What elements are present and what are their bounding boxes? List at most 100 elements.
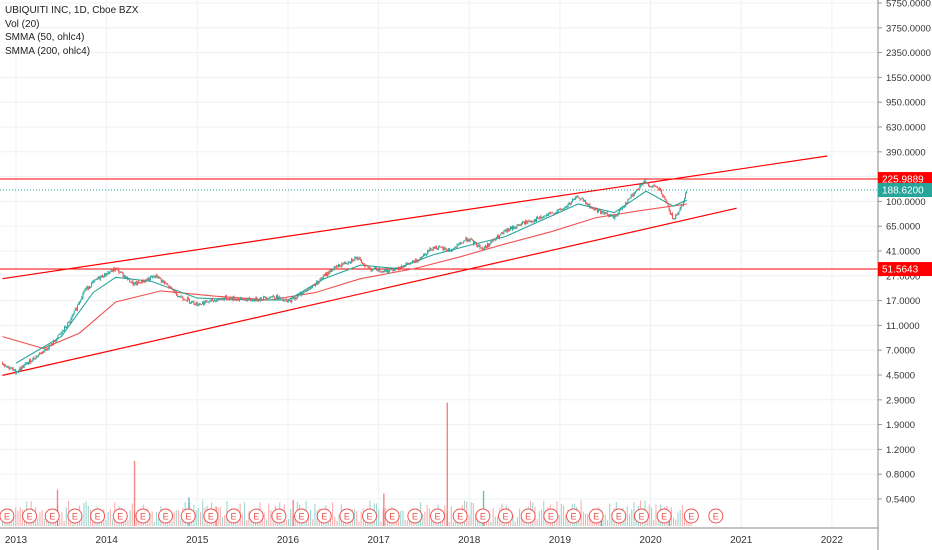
- earnings-marker[interactable]: E: [271, 508, 287, 524]
- trendlines[interactable]: [2, 155, 828, 376]
- earnings-marker[interactable]: E: [452, 508, 468, 524]
- legend-title[interactable]: UBIQUITI INC, 1D, Cboe BZX: [5, 5, 139, 16]
- candle-body: [495, 238, 497, 240]
- price-series: [1, 179, 688, 375]
- candle-body: [209, 300, 211, 302]
- legend-volume[interactable]: Vol (20): [5, 18, 40, 30]
- legend-smma-200[interactable]: SMMA (200, ohlc4): [5, 45, 91, 57]
- candle-body: [169, 286, 171, 288]
- earnings-marker[interactable]: E: [475, 508, 491, 524]
- candle-body: [292, 297, 294, 299]
- volume-bar: [497, 516, 499, 526]
- earnings-marker[interactable]: E: [498, 508, 514, 524]
- candle-body: [562, 208, 564, 210]
- price-axis-label: 17.0000: [886, 296, 920, 307]
- earnings-marker[interactable]: E: [708, 508, 724, 524]
- earnings-marker[interactable]: E: [180, 508, 196, 524]
- earnings-marker[interactable]: E: [633, 508, 649, 524]
- candle-body: [589, 204, 591, 209]
- volume-bar: [477, 518, 479, 526]
- earnings-marker[interactable]: E: [294, 508, 310, 524]
- candle-body: [14, 369, 16, 374]
- earnings-marker[interactable]: E: [430, 508, 446, 524]
- earnings-marker-label: E: [185, 512, 191, 522]
- candle-body: [547, 213, 549, 216]
- earnings-marker[interactable]: E: [362, 508, 378, 524]
- earnings-marker[interactable]: E: [112, 508, 128, 524]
- candle-body: [233, 297, 235, 300]
- candle-body: [619, 209, 621, 211]
- earnings-marker[interactable]: E: [67, 508, 83, 524]
- earnings-marker[interactable]: E: [135, 508, 151, 524]
- candle-body: [239, 298, 241, 300]
- earnings-marker[interactable]: E: [90, 508, 106, 524]
- candle-body: [686, 191, 688, 193]
- earnings-marker[interactable]: E: [248, 508, 264, 524]
- earnings-marker-label: E: [253, 512, 259, 522]
- candle-body: [666, 202, 668, 204]
- candle-body: [428, 250, 430, 252]
- volume-bar: [312, 519, 314, 526]
- candle-body: [339, 264, 341, 267]
- candle-body: [673, 218, 675, 220]
- candle-body: [206, 300, 208, 303]
- volume-bar: [578, 521, 580, 526]
- earnings-marker[interactable]: E: [22, 508, 38, 524]
- earnings-marker[interactable]: E: [339, 508, 355, 524]
- candle-body: [580, 198, 582, 200]
- earnings-marker[interactable]: E: [588, 508, 604, 524]
- earnings-marker[interactable]: E: [158, 508, 174, 524]
- earnings-marker[interactable]: E: [203, 508, 219, 524]
- horizontal-levels[interactable]: [0, 178, 878, 270]
- earnings-marker-label: E: [344, 512, 350, 522]
- candle-body: [103, 276, 105, 278]
- candle-body: [453, 248, 455, 249]
- earnings-marker[interactable]: E: [565, 508, 581, 524]
- earnings-marker[interactable]: E: [226, 508, 242, 524]
- candle-body: [153, 276, 155, 278]
- earnings-marker[interactable]: E: [44, 508, 60, 524]
- candle-body: [506, 228, 508, 232]
- candle-body: [208, 301, 210, 303]
- earnings-marker-label: E: [638, 512, 644, 522]
- candle-body: [260, 298, 262, 300]
- candle-body: [330, 270, 332, 273]
- earnings-marker-circle: [271, 508, 287, 524]
- earnings-marker[interactable]: E: [316, 508, 332, 524]
- candle-body: [196, 302, 198, 306]
- candle-body: [17, 371, 19, 373]
- earnings-marker[interactable]: E: [0, 508, 15, 524]
- earnings-marker[interactable]: E: [656, 508, 672, 524]
- candle-body: [42, 351, 44, 353]
- earnings-marker[interactable]: E: [520, 508, 536, 524]
- legend-smma-50[interactable]: SMMA (50, ohlc4): [5, 32, 85, 43]
- candle-body: [338, 264, 340, 267]
- candle-body: [347, 262, 349, 264]
- candle-body: [531, 221, 533, 222]
- price-axis-label: 2.9000: [886, 395, 915, 406]
- candle-body: [627, 198, 629, 204]
- candle-body: [184, 299, 186, 301]
- earnings-marker[interactable]: E: [683, 508, 699, 524]
- earnings-marker[interactable]: E: [384, 508, 400, 524]
- volume-bar: [263, 513, 265, 526]
- candle-body: [577, 195, 579, 198]
- candle-body: [144, 280, 146, 282]
- candle-body: [375, 267, 377, 269]
- candle-body: [671, 213, 673, 219]
- earnings-marker[interactable]: E: [611, 508, 627, 524]
- earnings-marker[interactable]: E: [407, 508, 423, 524]
- candle-body: [78, 303, 80, 305]
- candle-body: [149, 276, 151, 281]
- earnings-marker[interactable]: E: [543, 508, 559, 524]
- candle-body: [314, 284, 316, 286]
- candle-body: [552, 212, 554, 214]
- volume-bar: [648, 504, 650, 526]
- candle-body: [361, 263, 363, 265]
- candle-body: [150, 276, 152, 278]
- candle-body: [460, 242, 462, 244]
- candle-body: [537, 217, 539, 219]
- candle-body: [544, 215, 546, 217]
